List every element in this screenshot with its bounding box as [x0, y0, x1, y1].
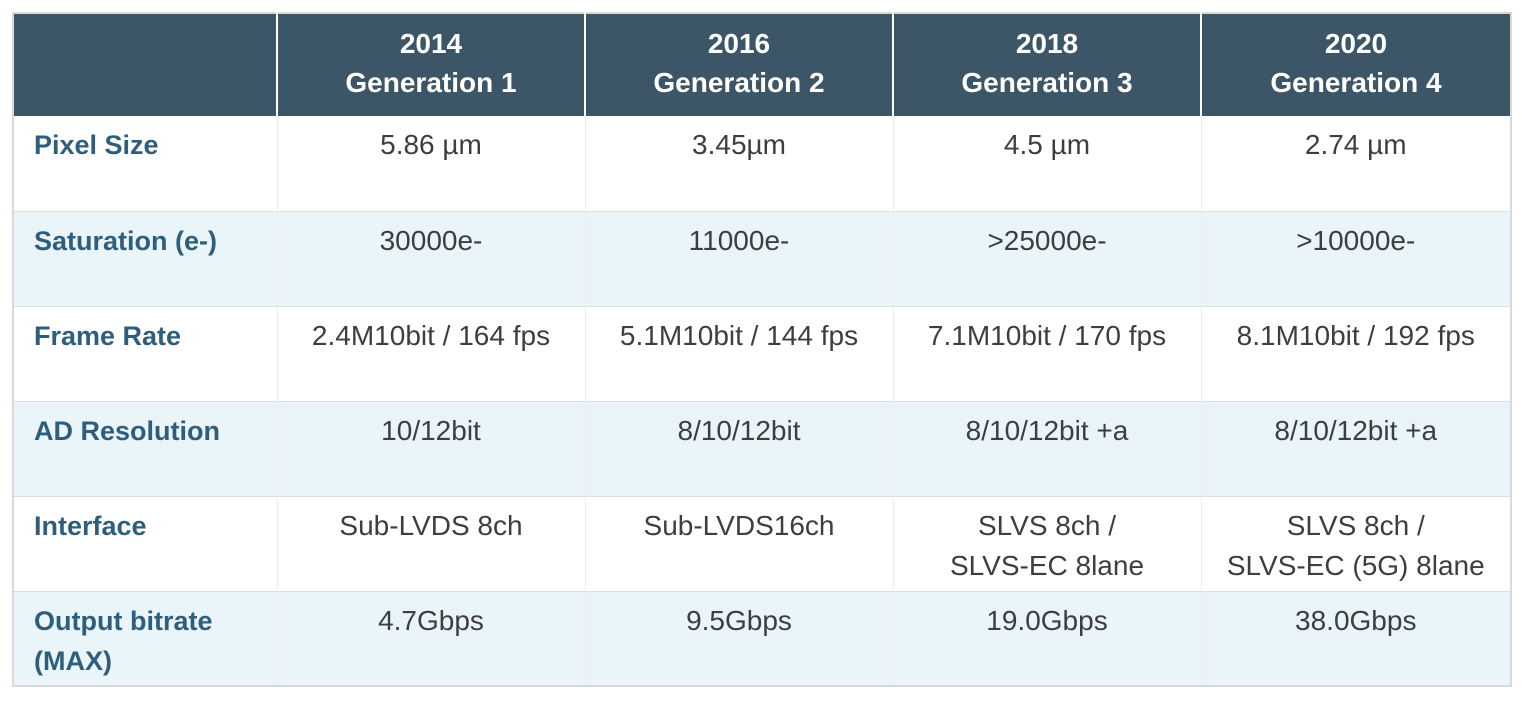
column-generation: Generation 3: [961, 67, 1133, 98]
table-cell: Sub-LVDS 8ch: [276, 496, 585, 591]
table-cell: 4.7Gbps: [276, 591, 585, 686]
column-year: 2018: [1015, 28, 1079, 59]
table-row: Frame Rate 2.4M10bit / 164 fps 5.1M10bit /…: [13, 306, 1511, 401]
table-cell: 38.0Gbps: [1200, 591, 1511, 686]
column-header-2020: 2020 Generation 4: [1201, 13, 1511, 116]
table-cell: 8/10/12bit +a: [892, 401, 1201, 496]
table-cell: 30000e-: [276, 211, 585, 306]
table-cell: 8/10/12bit: [584, 401, 893, 496]
table-cell: 5.86 µm: [276, 116, 585, 211]
table-row: Saturation (e-) 30000e- 11000e- >25000e- >10…: [13, 211, 1511, 306]
column-header-2018: 2018 Generation 3: [893, 13, 1202, 116]
table-cell: 9.5Gbps: [584, 591, 893, 686]
column-generation: Generation 1: [345, 67, 517, 98]
table-row: Pixel Size 5.86 µm 3.45µm 4.5 µm 2.74 µm: [13, 116, 1511, 211]
table-cell: 8.1M10bit / 192 fps: [1200, 306, 1511, 401]
table-cell: 4.5 µm: [892, 116, 1201, 211]
sensor-generation-spec-table: 2014 Generation 1 2016 Generation 2 2018 Gene…: [12, 12, 1512, 687]
row-label: AD Resolution: [34, 415, 220, 446]
table-row: Interface Sub-LVDS 8ch Sub-LVDS16ch SLVS 8c…: [13, 496, 1511, 591]
row-label: Pixel Size: [34, 130, 159, 160]
column-year: 2014: [399, 28, 463, 59]
spec-table-container: 2014 Generation 1 2016 Generation 2 2018 Gene…: [12, 12, 1512, 687]
table-cell: 8/10/12bit +a: [1200, 401, 1511, 496]
row-label: Output bitrate (MAX): [34, 605, 213, 676]
column-header-2014: 2014 Generation 1: [277, 13, 586, 116]
column-header-2016: 2016 Generation 2: [585, 13, 894, 116]
column-year: 2020: [1324, 28, 1388, 59]
row-label: Saturation (e-): [34, 225, 218, 256]
table-cell: 3.45µm: [584, 116, 893, 211]
table-cell: SLVS 8ch / SLVS-EC 8lane: [892, 496, 1201, 591]
table-cell: 5.1M10bit / 144 fps: [584, 306, 893, 401]
table-cell: 19.0Gbps: [892, 591, 1201, 686]
table-cell: >25000e-: [892, 211, 1201, 306]
table-cell: SLVS 8ch / SLVS-EC (5G) 8lane: [1200, 496, 1511, 591]
table-cell: Sub-LVDS16ch: [584, 496, 893, 591]
table-cell: >10000e-: [1200, 211, 1511, 306]
table-cell: 2.4M10bit / 164 fps: [276, 306, 585, 401]
row-label: Frame Rate: [34, 320, 182, 351]
table-body: Pixel Size 5.86 µm 3.45µm 4.5 µm 2.74 µm Satu…: [13, 116, 1511, 686]
column-generation: Generation 2: [653, 67, 825, 98]
table-cell: 11000e-: [584, 211, 893, 306]
table-row: AD Resolution 10/12bit 8/10/12bit 8/10/12bi…: [13, 401, 1511, 496]
table-cell: 7.1M10bit / 170 fps: [892, 306, 1201, 401]
table-header: 2014 Generation 1 2016 Generation 2 2018 Gene…: [13, 13, 1511, 116]
column-generation: Generation 4: [1270, 67, 1442, 98]
corner-header-cell: [13, 13, 278, 116]
table-row: Output bitrate (MAX) 4.7Gbps 9.5Gbps 19.0Gb…: [13, 591, 1511, 686]
table-cell: 10/12bit: [276, 401, 585, 496]
header-row: 2014 Generation 1 2016 Generation 2 2018 Gene…: [13, 13, 1511, 116]
row-label: Interface: [34, 510, 147, 541]
table-cell: 2.74 µm: [1200, 116, 1511, 211]
column-year: 2016: [707, 28, 771, 59]
